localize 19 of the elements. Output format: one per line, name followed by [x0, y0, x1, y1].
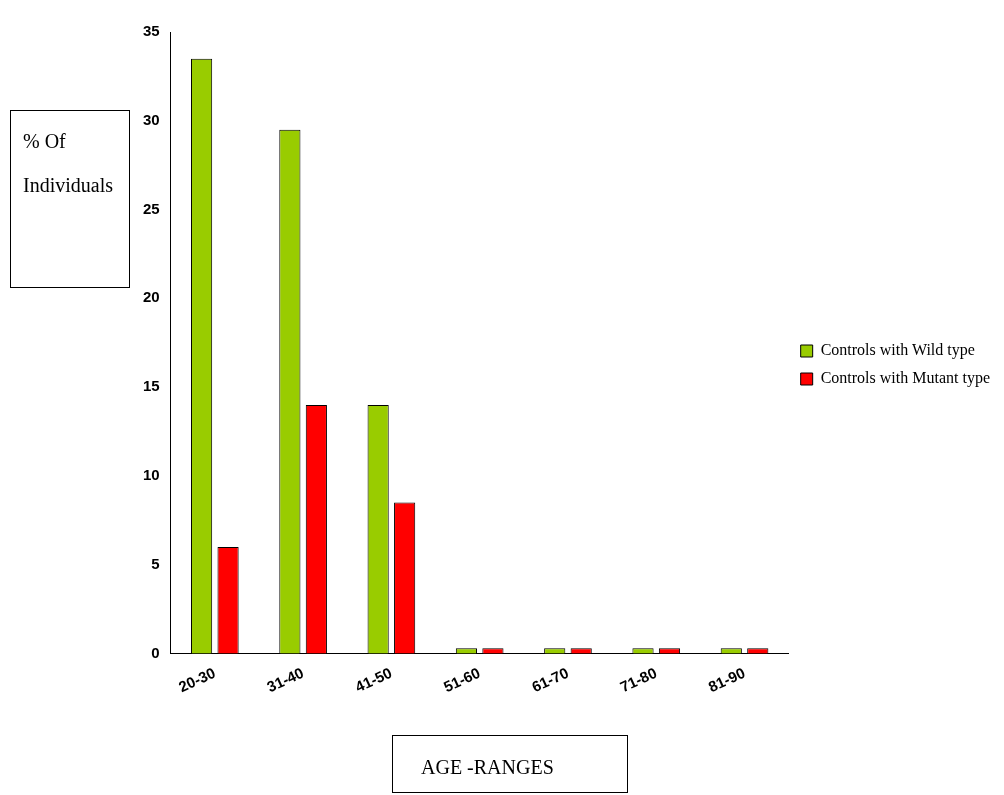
x-tick-label: 81-90 [705, 663, 748, 696]
y-tick-label: 0 [151, 643, 160, 661]
x-tick-label: 20-30 [175, 663, 218, 696]
legend-label: Controls with Mutant type [820, 369, 990, 388]
x-tick-label: 41-50 [352, 663, 395, 696]
x-tick-label: 71-80 [617, 663, 660, 696]
y-tick-label: 30 [143, 110, 160, 128]
x-tick-label: 51-60 [440, 663, 483, 696]
y-tick-label: 25 [143, 199, 160, 217]
x-tick-label: 61-70 [529, 663, 571, 696]
legend-label: Controls with Wild type [820, 341, 975, 360]
y-tick-label: 20 [143, 288, 160, 306]
y-tick-label: 35 [143, 22, 160, 40]
y-tick-label: 5 [151, 554, 160, 572]
y-axis-title: % Of Individuals [10, 110, 130, 288]
x-axis-title: AGE -RANGES [392, 735, 628, 793]
y-tick-label: 15 [143, 377, 160, 395]
x-tick-label: 31-40 [264, 663, 307, 696]
y-tick-label: 10 [143, 466, 160, 484]
